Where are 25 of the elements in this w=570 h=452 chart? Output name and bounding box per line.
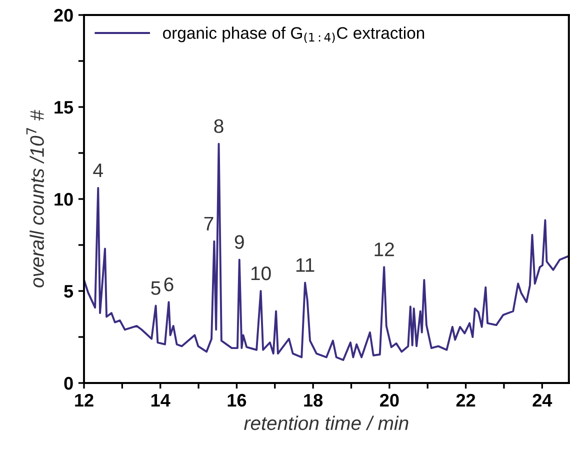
annotation: 7 (204, 216, 214, 230)
x-tick-label: 16 (228, 394, 246, 407)
x-tick-label: 18 (304, 394, 323, 407)
legend-label: organic phase of G$_{(1:4)}$C extraction (163, 26, 424, 44)
y-tick-label: 15 (54, 101, 74, 114)
x-axis-title: retention time / min (244, 416, 408, 430)
x-tick-label: 14 (151, 394, 170, 406)
annotation: 4 (93, 164, 103, 177)
y-tick-label: 20 (54, 8, 73, 22)
line-series (84, 142, 569, 361)
annotation: 11 (296, 258, 314, 272)
annotation: 10 (251, 266, 271, 280)
x-tick-label: 12 (75, 394, 94, 406)
x-tick-label: 24 (532, 394, 552, 406)
y-tick-label: 10 (54, 192, 73, 206)
annotation: 8 (214, 119, 224, 134)
y-tick-label: 5 (64, 285, 74, 298)
x-tick-label: 22 (456, 394, 476, 406)
annotation: 12 (374, 242, 394, 256)
y-axis-title: overall counts /10$^{7}$ # (26, 110, 44, 288)
annotation: 9 (234, 235, 244, 249)
annotation: 6 (164, 277, 174, 292)
y-tick-label: 0 (64, 376, 73, 390)
x-tick-label: 20 (380, 394, 399, 407)
annotation: 5 (151, 281, 160, 295)
